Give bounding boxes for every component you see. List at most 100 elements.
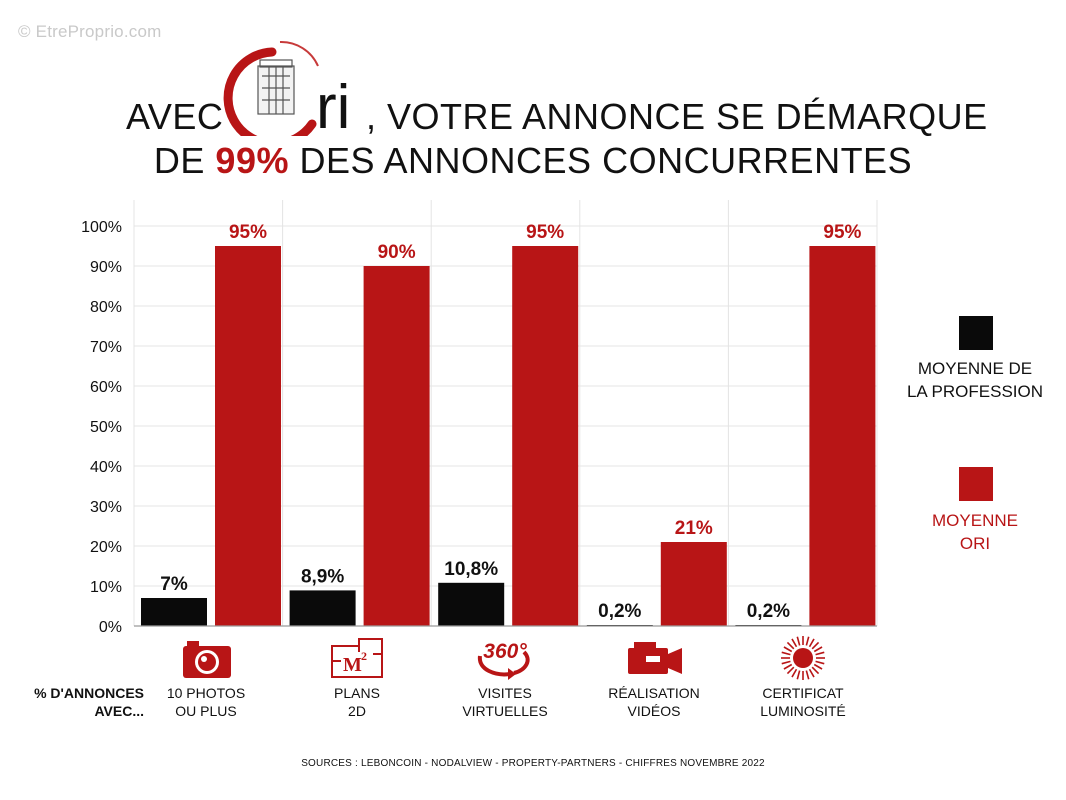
category-label-line1: PLANS bbox=[334, 685, 380, 701]
category-label: CERTIFICAT LUMINOSITÉ bbox=[728, 684, 878, 720]
category-label-line1: CERTIFICAT bbox=[762, 685, 844, 701]
sun-ray bbox=[796, 670, 801, 680]
x-axis-row-label: % D'ANNONCES AVEC... bbox=[30, 684, 144, 720]
sun-ray bbox=[811, 666, 820, 675]
row-label-line2: AVEC... bbox=[94, 703, 144, 719]
category-label-line1: RÉALISATION bbox=[608, 685, 700, 701]
bar-ori bbox=[215, 246, 281, 626]
watermark: © EtreProprio.com bbox=[18, 22, 162, 41]
y-tick-label: 50% bbox=[90, 419, 122, 436]
bar-ori bbox=[809, 246, 876, 626]
chart-title-line2: DE 99% DES ANNONCES CONCURRENTES bbox=[0, 140, 1066, 182]
legend-swatch-profession bbox=[959, 316, 993, 350]
sun-ray bbox=[811, 641, 820, 650]
title-suffix: , VOTRE ANNONCE SE DÉMARQUE bbox=[366, 96, 988, 137]
y-tick-label: 70% bbox=[90, 339, 122, 356]
bar-ori bbox=[660, 542, 727, 626]
category-label-line1: VISITES bbox=[478, 685, 532, 701]
sun-ray bbox=[813, 663, 823, 670]
y-tick-label: 60% bbox=[90, 379, 122, 396]
legend-label-ori: MOYENNE ORI bbox=[895, 509, 1055, 555]
y-tick-label: 20% bbox=[90, 539, 122, 556]
category-label-line2: LUMINOSITÉ bbox=[760, 703, 846, 719]
category-label-line2: OU PLUS bbox=[175, 703, 237, 719]
sun-ray bbox=[783, 663, 793, 670]
y-tick-label: 30% bbox=[90, 499, 122, 516]
bar-value-label: 95% bbox=[526, 222, 564, 243]
360-text: 360° bbox=[483, 640, 527, 663]
legend-label-profession: MOYENNE DE LA PROFESSION bbox=[895, 357, 1055, 403]
bar-value-label: 95% bbox=[823, 222, 861, 243]
sun-ray bbox=[805, 636, 810, 646]
video-camera-icon bbox=[628, 642, 682, 674]
bar-ori bbox=[363, 266, 430, 626]
bars bbox=[141, 246, 876, 626]
y-tick-label: 10% bbox=[90, 579, 122, 596]
sun-ray bbox=[796, 636, 801, 646]
bar-profession bbox=[438, 582, 505, 626]
category-label-line2: VIRTUELLES bbox=[462, 703, 548, 719]
sun-ray bbox=[783, 646, 793, 653]
legend-ori-line2: ORI bbox=[959, 534, 991, 553]
sun-ray bbox=[805, 670, 810, 680]
legend-profession-line2: LA PROFESSION bbox=[906, 382, 1044, 401]
legend-ori-line1: MOYENNE bbox=[932, 511, 1018, 530]
bar-value-label: 10,8% bbox=[444, 559, 498, 580]
title-line2-suffix: DES ANNONCES CONCURRENTES bbox=[299, 140, 913, 181]
sun-icon bbox=[781, 636, 825, 680]
title-highlight: 99% bbox=[215, 140, 289, 181]
sun-ray bbox=[815, 660, 825, 665]
bar-value-label: 95% bbox=[229, 222, 267, 243]
category-label: VISITES VIRTUELLES bbox=[430, 684, 580, 720]
y-tick-label: 80% bbox=[90, 299, 122, 316]
category-label-line2: 2D bbox=[348, 703, 366, 719]
legend-swatch-ori bbox=[959, 467, 993, 501]
category-label-line2: VIDÉOS bbox=[627, 703, 681, 719]
ori-logo-thin-arc bbox=[279, 40, 319, 67]
legend-profession-line1: MOYENNE DE bbox=[917, 359, 1033, 378]
sun-ray bbox=[781, 651, 791, 656]
floor-plan-icon: M 2 bbox=[331, 638, 383, 678]
sources-footnote: SOURCES : LEBONCOIN - NODALVIEW - PROPER… bbox=[301, 758, 765, 769]
ori-logo-arc bbox=[223, 47, 317, 136]
bar-value-label: 0,2% bbox=[598, 601, 641, 622]
chart-title-line1: AVEC , VOTRE ANNONCE SE DÉMARQUE bbox=[0, 96, 1066, 140]
ori-logo-building bbox=[257, 59, 295, 115]
sun-ray bbox=[813, 646, 823, 653]
sun-ray bbox=[786, 666, 795, 675]
m2-exponent: 2 bbox=[361, 649, 367, 663]
ori-logo-text: ri bbox=[316, 73, 350, 136]
360-icon: 360° bbox=[477, 640, 530, 680]
category-label: RÉALISATION VIDÉOS bbox=[579, 684, 729, 720]
m2-text: M bbox=[343, 654, 362, 676]
bar-value-labels: 7% 95% 8,9% 90% 10,8% 95% 0,2% 21% 0,2% 95% bbox=[160, 222, 861, 622]
y-tick-label: 100% bbox=[81, 219, 122, 236]
bar-value-label: 8,9% bbox=[301, 566, 344, 587]
bar-value-label: 0,2% bbox=[747, 601, 790, 622]
bar-profession bbox=[141, 598, 207, 626]
camera-icon bbox=[183, 641, 231, 678]
sun-ray bbox=[808, 638, 815, 648]
sun-ray bbox=[815, 651, 825, 656]
y-axis-tick-labels: 0% 10% 20% 30% 40% 50% 60% 70% 80% 90% 100% bbox=[81, 219, 122, 636]
bar-profession bbox=[289, 590, 356, 626]
title-line2-prefix: DE bbox=[153, 140, 205, 181]
bar-value-label: 7% bbox=[160, 574, 188, 595]
y-tick-label: 0% bbox=[99, 619, 122, 636]
bar-value-label: 21% bbox=[675, 518, 713, 539]
sun-ray bbox=[791, 638, 798, 648]
bar-value-label: 90% bbox=[378, 242, 416, 263]
category-label-line1: 10 PHOTOS bbox=[166, 685, 246, 701]
sun-ray bbox=[786, 641, 795, 650]
y-tick-label: 40% bbox=[90, 459, 122, 476]
category-label: PLANS 2D bbox=[282, 684, 432, 720]
sun-ray bbox=[781, 660, 791, 665]
ori-logo: ri bbox=[223, 40, 350, 136]
sun-ray bbox=[791, 668, 798, 678]
bar-ori bbox=[512, 246, 579, 626]
category-label: 10 PHOTOS OU PLUS bbox=[131, 684, 281, 720]
title-prefix: AVEC bbox=[126, 96, 224, 137]
row-label-line1: % D'ANNONCES bbox=[34, 685, 144, 701]
sun-ray bbox=[808, 668, 815, 678]
